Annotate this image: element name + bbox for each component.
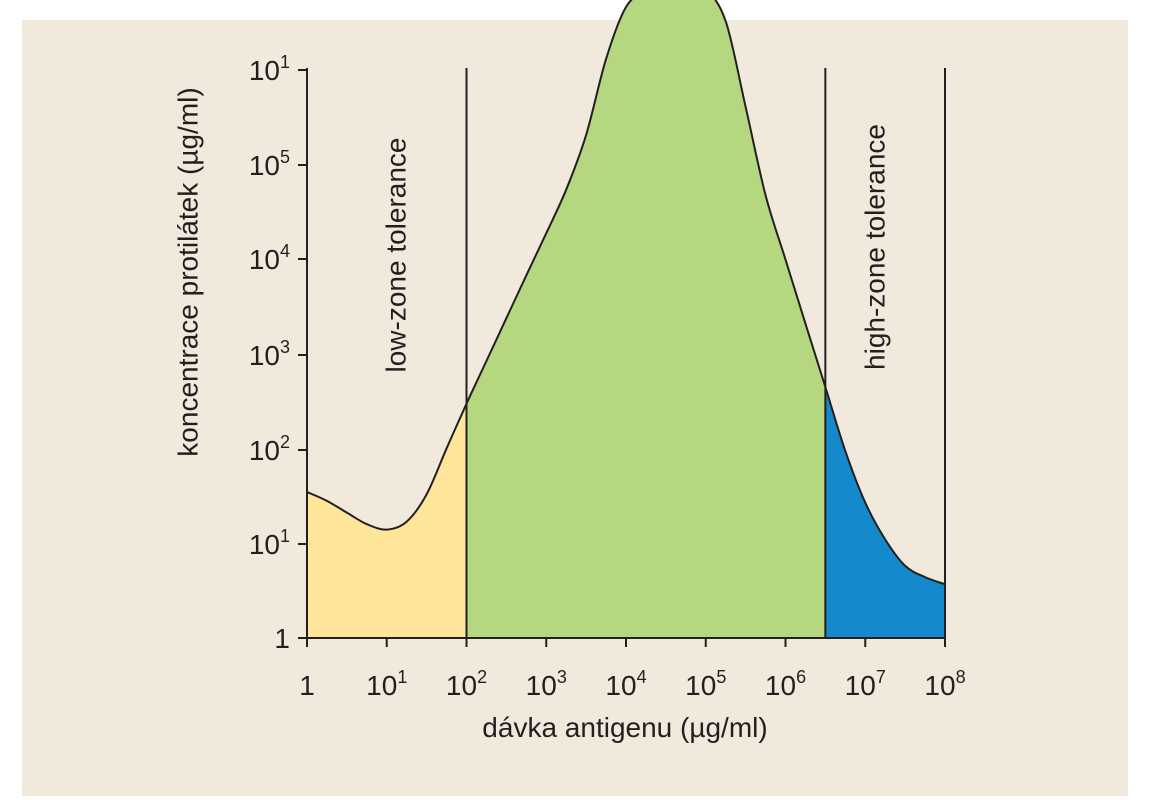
x-tick-label: 107	[845, 667, 886, 701]
zone-area-2	[824, 385, 945, 638]
x-tick-label: 101	[366, 667, 407, 701]
high-zone-label: high-zone tolerance	[859, 124, 890, 370]
y-tick-label: 1	[274, 623, 290, 654]
y-tick-label: 104	[249, 241, 290, 275]
zone-area-0	[307, 402, 467, 638]
y-tick-label: 101	[249, 52, 290, 86]
y-tick-label: 102	[249, 432, 290, 466]
low-zone-label: low-zone tolerance	[380, 137, 411, 372]
x-tick-label: 108	[924, 667, 965, 701]
x-tick-label: 1	[299, 670, 315, 701]
x-tick-label: 102	[446, 667, 487, 701]
y-tick-label: 101	[249, 526, 290, 560]
x-tick-label: 103	[526, 667, 567, 701]
y-tick-label: 105	[249, 147, 290, 181]
x-tick-label: 104	[605, 667, 646, 701]
x-tick-label: 105	[685, 667, 726, 701]
y-tick-label: 103	[249, 337, 290, 371]
x-axis-ticks: 1 101 102 103 104 105 106 107 108	[299, 638, 966, 701]
antibody-response-curve	[306, 0, 946, 586]
zone-area-1	[466, 0, 826, 638]
x-tick-label: 106	[765, 667, 806, 701]
y-axis-ticks: 1 101 102 103 104 105 101	[249, 52, 307, 654]
zone-areas	[307, 0, 945, 638]
x-axis-title: dávka antigenu (µg/ml)	[482, 712, 767, 743]
y-axis-title: koncentrace protilátek (µg/ml)	[172, 87, 203, 456]
